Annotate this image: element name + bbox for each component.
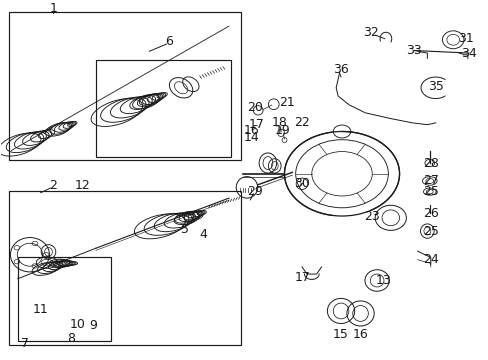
Text: 16: 16 — [244, 123, 259, 136]
Text: 25: 25 — [422, 225, 438, 238]
Text: 14: 14 — [244, 131, 259, 144]
Text: 17: 17 — [294, 271, 310, 284]
Text: 1: 1 — [49, 3, 57, 15]
Text: 33: 33 — [406, 44, 421, 57]
Text: 29: 29 — [247, 185, 263, 198]
Text: 27: 27 — [422, 174, 438, 188]
Text: 17: 17 — [248, 118, 264, 131]
Text: 18: 18 — [271, 116, 287, 129]
Text: 19: 19 — [274, 124, 290, 137]
Text: 32: 32 — [363, 26, 378, 39]
Text: 11: 11 — [33, 303, 48, 316]
Bar — [96, 60, 231, 157]
Text: 30: 30 — [293, 176, 309, 190]
Bar — [9, 12, 241, 161]
Text: 28: 28 — [422, 157, 438, 170]
Text: 36: 36 — [332, 63, 348, 76]
Text: 20: 20 — [247, 102, 263, 114]
Text: 10: 10 — [70, 318, 85, 331]
Text: 5: 5 — [181, 223, 189, 236]
Text: 2: 2 — [49, 179, 57, 192]
Text: 6: 6 — [164, 35, 172, 48]
Text: 35: 35 — [427, 80, 443, 93]
Text: 34: 34 — [460, 46, 476, 59]
Text: 23: 23 — [364, 210, 379, 222]
Bar — [9, 191, 241, 345]
Text: 12: 12 — [75, 179, 90, 192]
Text: 13: 13 — [375, 274, 390, 287]
Text: 31: 31 — [458, 32, 473, 45]
Text: 7: 7 — [21, 337, 29, 350]
Text: 25: 25 — [422, 185, 438, 198]
Text: 16: 16 — [352, 328, 367, 341]
Text: 3: 3 — [186, 213, 194, 226]
Text: 9: 9 — [89, 319, 97, 332]
Text: 26: 26 — [422, 207, 438, 220]
Text: 4: 4 — [199, 228, 206, 241]
Text: 8: 8 — [67, 332, 75, 345]
Text: 24: 24 — [422, 253, 438, 266]
Text: 22: 22 — [294, 116, 309, 129]
Bar — [18, 257, 111, 341]
Text: 21: 21 — [279, 96, 295, 109]
Text: 15: 15 — [332, 328, 348, 341]
